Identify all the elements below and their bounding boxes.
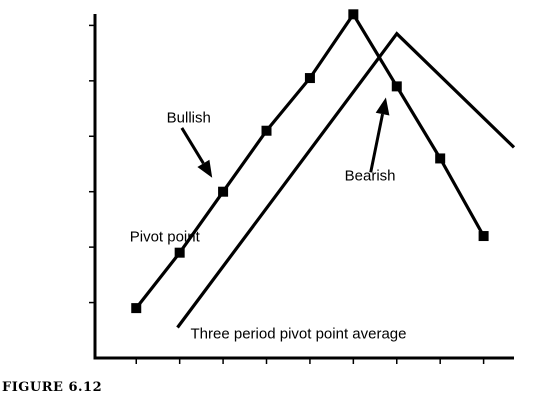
annotation-bearish: Bearish (345, 168, 396, 185)
point-pivot-7 (391, 81, 402, 92)
series-line-average (176, 31, 516, 329)
point-pivot-6 (348, 9, 359, 20)
point-pivot-3 (218, 186, 229, 197)
axes (89, 14, 514, 364)
arrow-head-bearish (375, 97, 390, 116)
point-pivot-8 (435, 153, 446, 164)
point-pivot-5 (304, 73, 315, 84)
annotation-pivot_point: Pivot point (130, 229, 201, 246)
x-axis-ticks (135, 358, 485, 364)
figure-caption: FIGURE 6.12 (2, 380, 103, 395)
annotation-layer: Bullish Pivot point Bearish Three period pi… (130, 97, 407, 343)
y-axis-ticks (89, 24, 95, 304)
annotation-average_label: Three period pivot point average (191, 326, 407, 343)
arrow-shaft-bearish (369, 113, 384, 173)
series-line-pivot (134, 11, 485, 310)
point-pivot-2 (174, 247, 185, 258)
arrow-shaft-bullish (180, 127, 205, 165)
arrow-head-bullish (197, 159, 213, 178)
series-layer (131, 9, 516, 329)
point-pivot-1 (131, 303, 142, 314)
point-pivot-9 (478, 231, 489, 242)
point-pivot-4 (261, 125, 272, 136)
annotation-bullish: Bullish (167, 109, 211, 126)
